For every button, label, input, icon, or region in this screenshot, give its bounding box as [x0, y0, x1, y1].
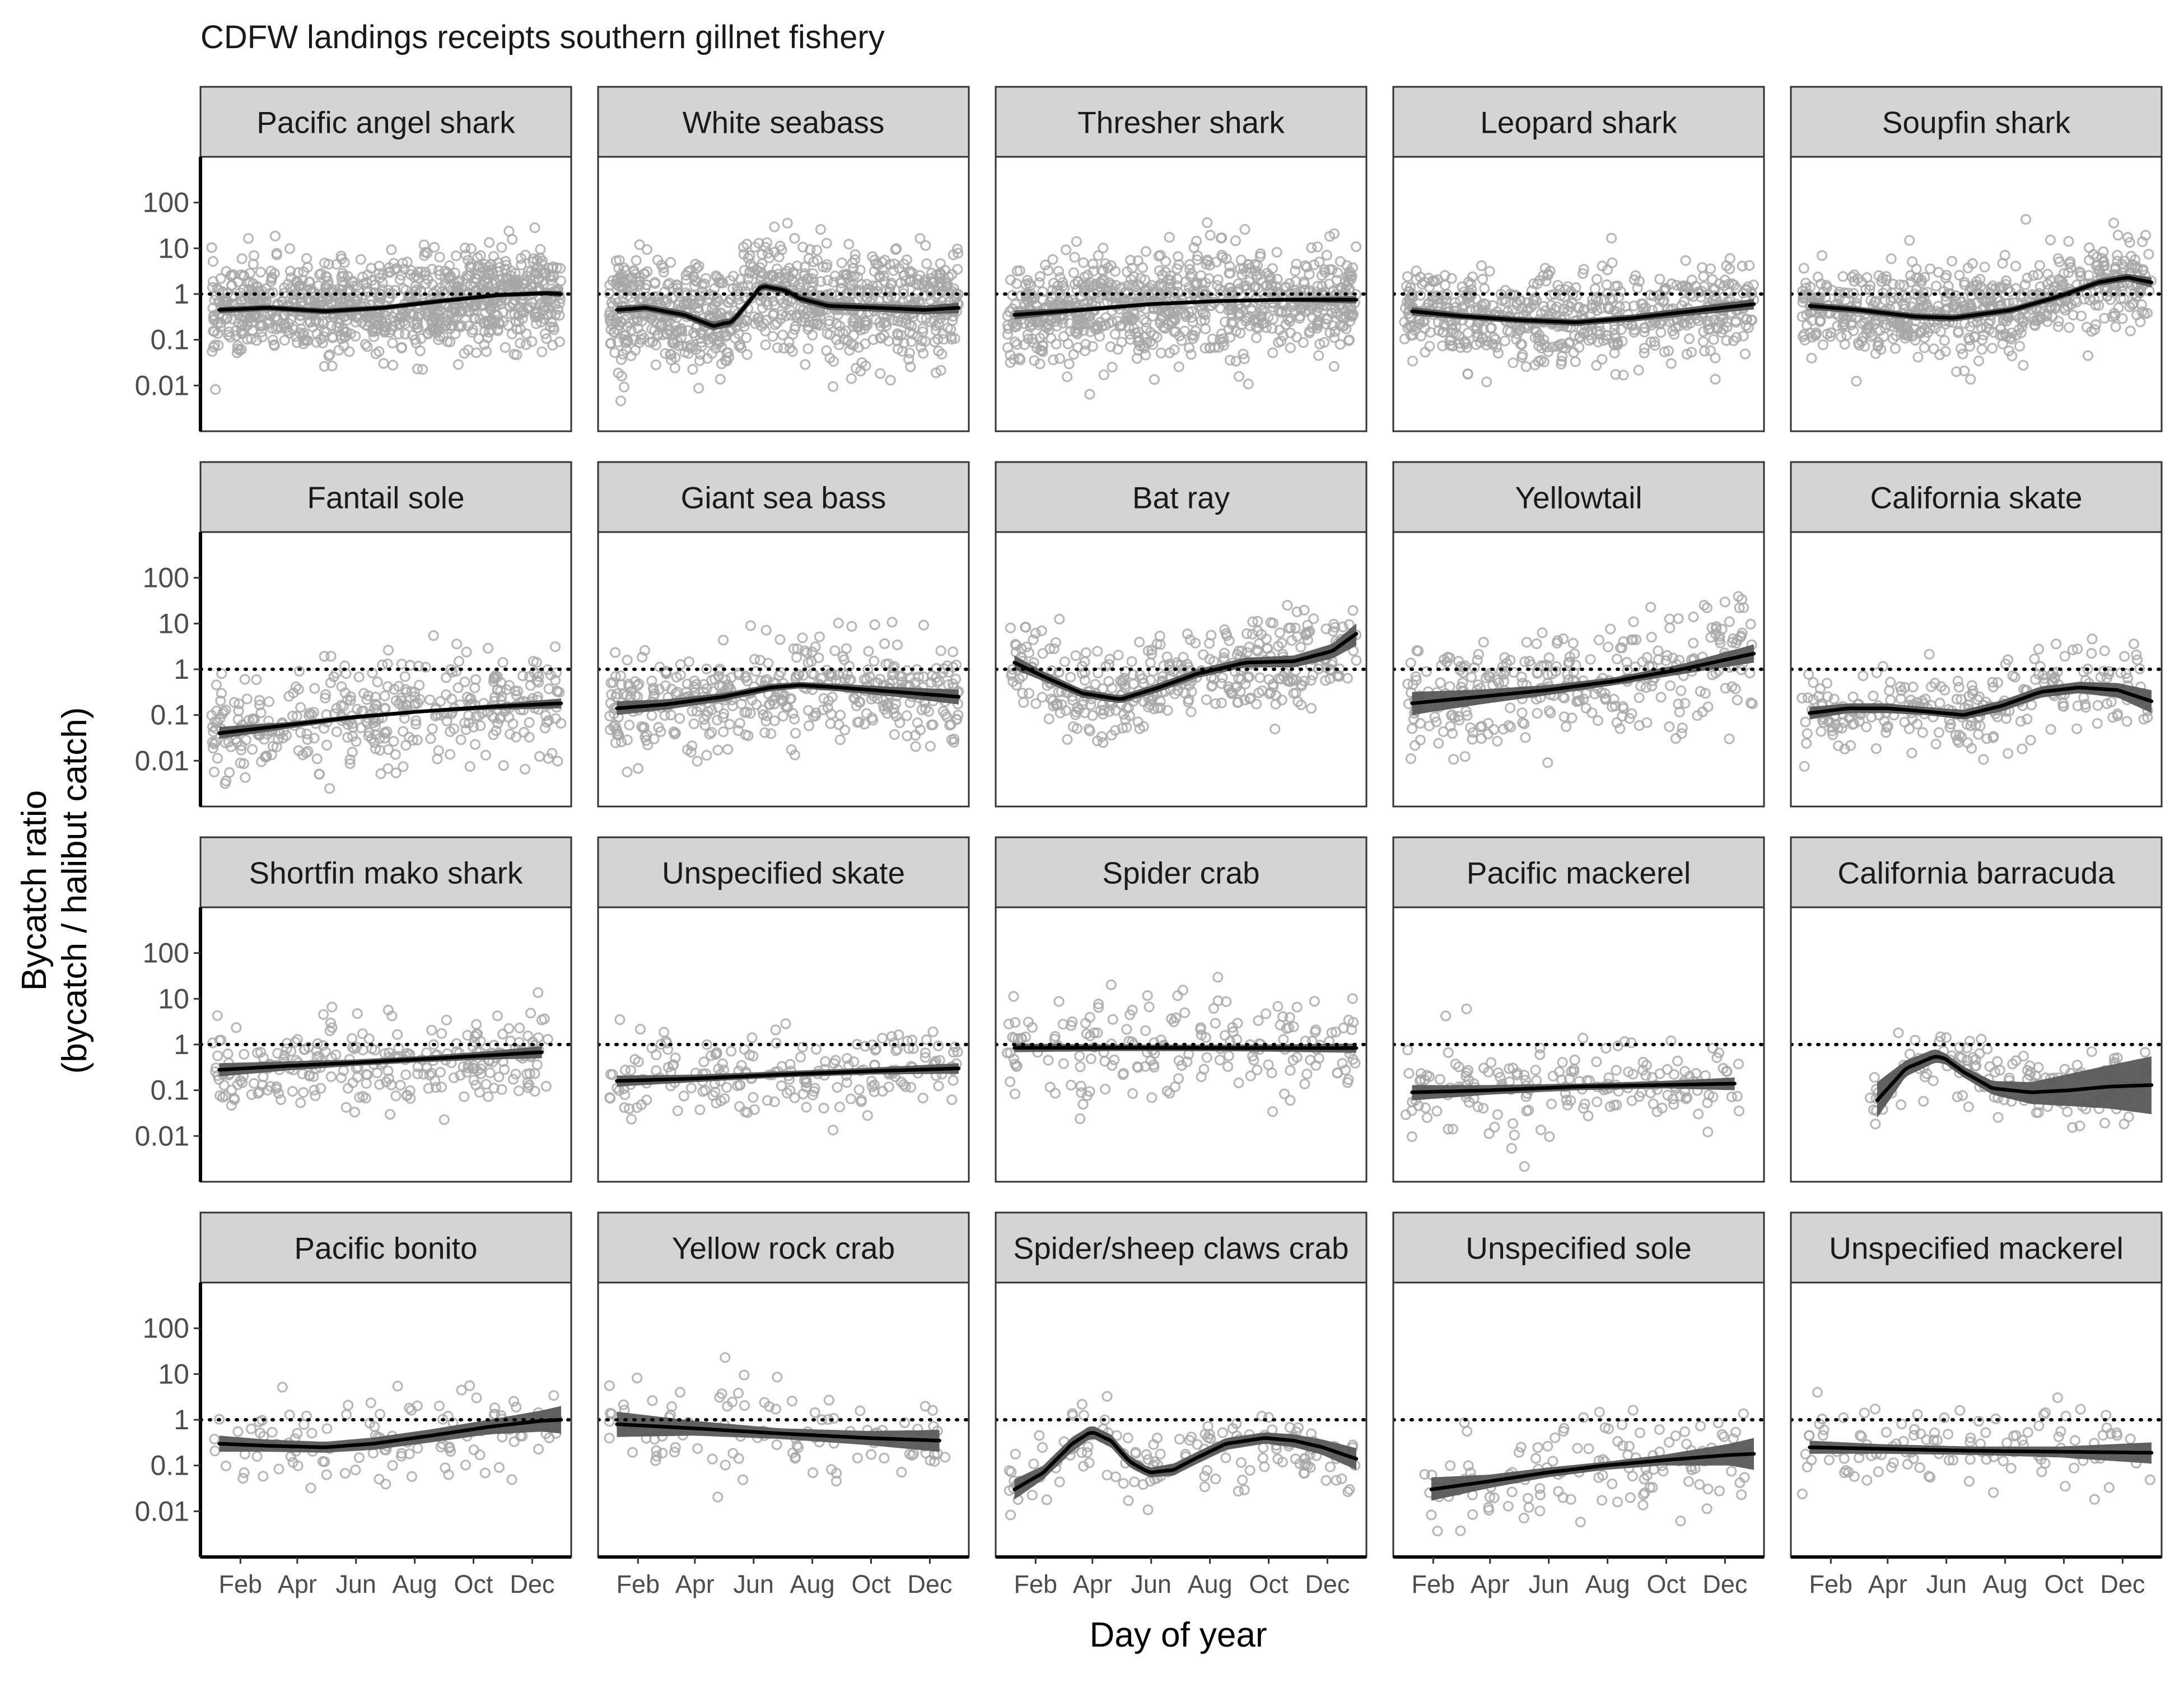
y-axis-title-line-1: Bycatch ratio [15, 790, 54, 991]
y-axis-title-group: Bycatch ratio (bycatch / halibut catch) [15, 707, 94, 1074]
facet-panel: Pacific angel shark 100 10 1 0.1 0.01 [135, 87, 571, 431]
facet-panel: White seabass [598, 87, 969, 431]
facet-strip-label: Pacific angel shark [256, 105, 515, 140]
y-tick-label: 0.01 [135, 745, 189, 776]
chart-title: CDFW landings receipts southern gillnet … [200, 19, 885, 55]
facet-strip-label: Fantail sole [307, 481, 464, 515]
y-tick-label: 0.1 [150, 700, 189, 731]
facet-strip-label: Bat ray [1132, 481, 1230, 515]
facet-panel: Bat ray [996, 462, 1366, 806]
facet-strip-label: White seabass [683, 105, 885, 140]
facet-strip-label: Leopard shark [1480, 105, 1677, 140]
y-tick-label: 10 [158, 232, 189, 264]
facet-panel: Fantail sole 100 10 1 0.1 0.01 [135, 462, 571, 806]
x-axis-title: Day of year [1089, 1616, 1267, 1654]
y-tick-label: 10 [158, 608, 189, 639]
y-tick-label: 100 [143, 187, 189, 218]
facet-strip-label: Giant sea bass [681, 481, 886, 515]
y-tick-label: 0.1 [150, 324, 189, 356]
y-tick-label: 0.01 [135, 370, 189, 401]
facet-panel: Soupfin shark [1791, 87, 2162, 431]
y-tick-label: 1 [174, 654, 189, 685]
facet-strip-label: Thresher shark [1077, 105, 1285, 140]
facet-strip-label: Soupfin shark [1882, 105, 2071, 140]
facet-panel: Giant sea bass [598, 462, 969, 806]
facet-panel: Leopard shark [1393, 87, 1764, 431]
y-tick-label: 100 [143, 562, 189, 594]
y-axis-title-line-2: (bycatch / halibut catch) [55, 707, 94, 1074]
facet-panel: Thresher shark [996, 87, 1366, 431]
panels-layer: Pacific angel shark 100 10 1 0.1 0.01 White se… [135, 87, 2162, 1598]
y-tick-label: 1 [174, 278, 189, 310]
